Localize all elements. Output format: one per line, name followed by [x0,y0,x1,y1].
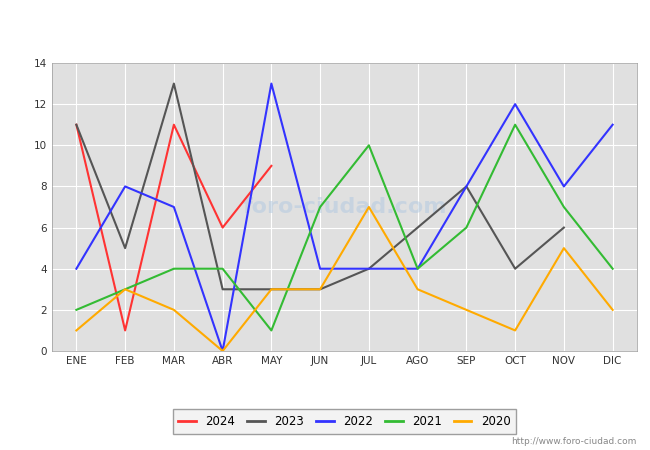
Text: http://www.foro-ciudad.com: http://www.foro-ciudad.com [512,436,637,446]
Text: foro-ciudad.com: foro-ciudad.com [242,197,447,217]
Legend: 2024, 2023, 2022, 2021, 2020: 2024, 2023, 2022, 2021, 2020 [172,409,517,433]
Text: Matriculaciones de Vehiculos en Santiurde de Toranzo: Matriculaciones de Vehiculos en Santiurd… [127,19,523,35]
